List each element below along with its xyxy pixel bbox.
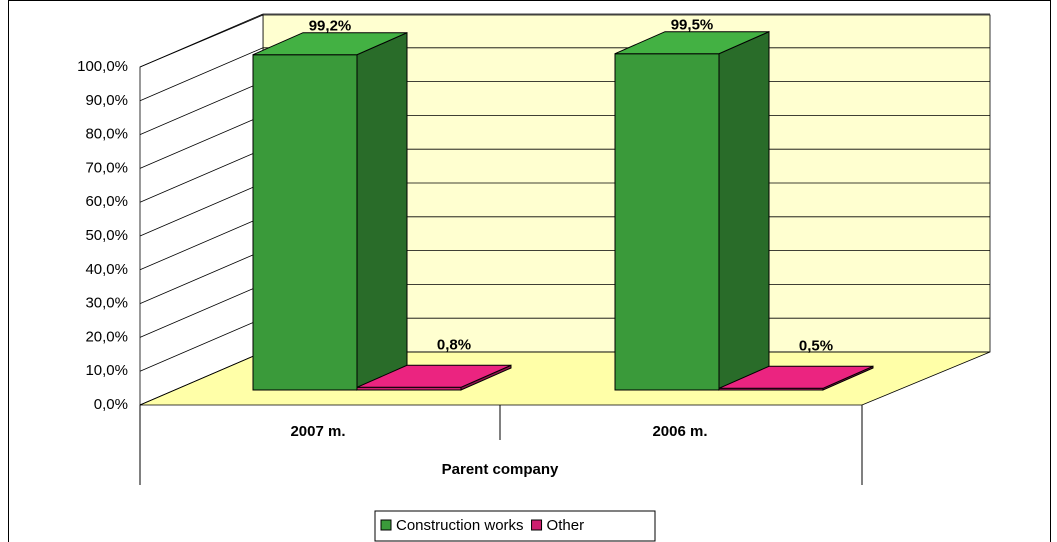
y-tick-label: 0,0% <box>94 396 128 413</box>
y-tick-label: 30,0% <box>85 295 128 312</box>
legend-swatch <box>531 519 543 531</box>
grid-line <box>139 250 264 304</box>
grid-line <box>139 284 264 338</box>
x-tick-label: 2006 m. <box>652 423 707 440</box>
y-tick-label: 90,0% <box>85 92 128 109</box>
data-label: 0,5% <box>799 337 833 354</box>
data-label: 99,2% <box>309 18 352 35</box>
bar <box>614 30 770 391</box>
grid-line <box>139 148 264 203</box>
y-tick-label: 40,0% <box>85 261 128 278</box>
y-tick-label: 10,0% <box>85 362 128 379</box>
legend-label: Other <box>547 517 585 534</box>
bar-side <box>718 30 770 391</box>
legend <box>374 510 656 542</box>
bar <box>252 31 408 391</box>
y-tick-label: 80,0% <box>85 126 128 143</box>
bar-top <box>614 31 770 55</box>
grid-line <box>139 216 264 271</box>
grid-line <box>139 115 264 169</box>
side-wall <box>139 14 264 406</box>
bar-side <box>356 31 408 391</box>
bar-front <box>252 54 358 391</box>
y-tick-label: 70,0% <box>85 159 128 176</box>
group-label: Parent company <box>442 461 559 478</box>
x-tick-label: 2007 m. <box>290 423 345 440</box>
grid-line <box>139 13 264 68</box>
data-label: 0,8% <box>437 336 471 353</box>
legend-label: Construction works <box>396 517 524 534</box>
grid-line <box>139 351 264 406</box>
y-tick-label: 20,0% <box>85 328 128 345</box>
bar-top <box>356 364 512 388</box>
bar-front <box>614 53 720 391</box>
y-tick-label: 50,0% <box>85 227 128 244</box>
legend-swatch <box>380 519 392 531</box>
bar <box>356 364 512 391</box>
data-label: 99,5% <box>671 17 714 34</box>
bar-top <box>718 365 874 389</box>
bar-top <box>252 32 408 56</box>
grid-line <box>139 81 264 135</box>
grid-line <box>139 182 264 237</box>
grid-line <box>139 317 264 372</box>
grid-line <box>139 47 264 102</box>
y-tick-label: 100,0% <box>77 58 128 75</box>
y-tick-label: 60,0% <box>85 193 128 210</box>
bar <box>718 365 874 391</box>
